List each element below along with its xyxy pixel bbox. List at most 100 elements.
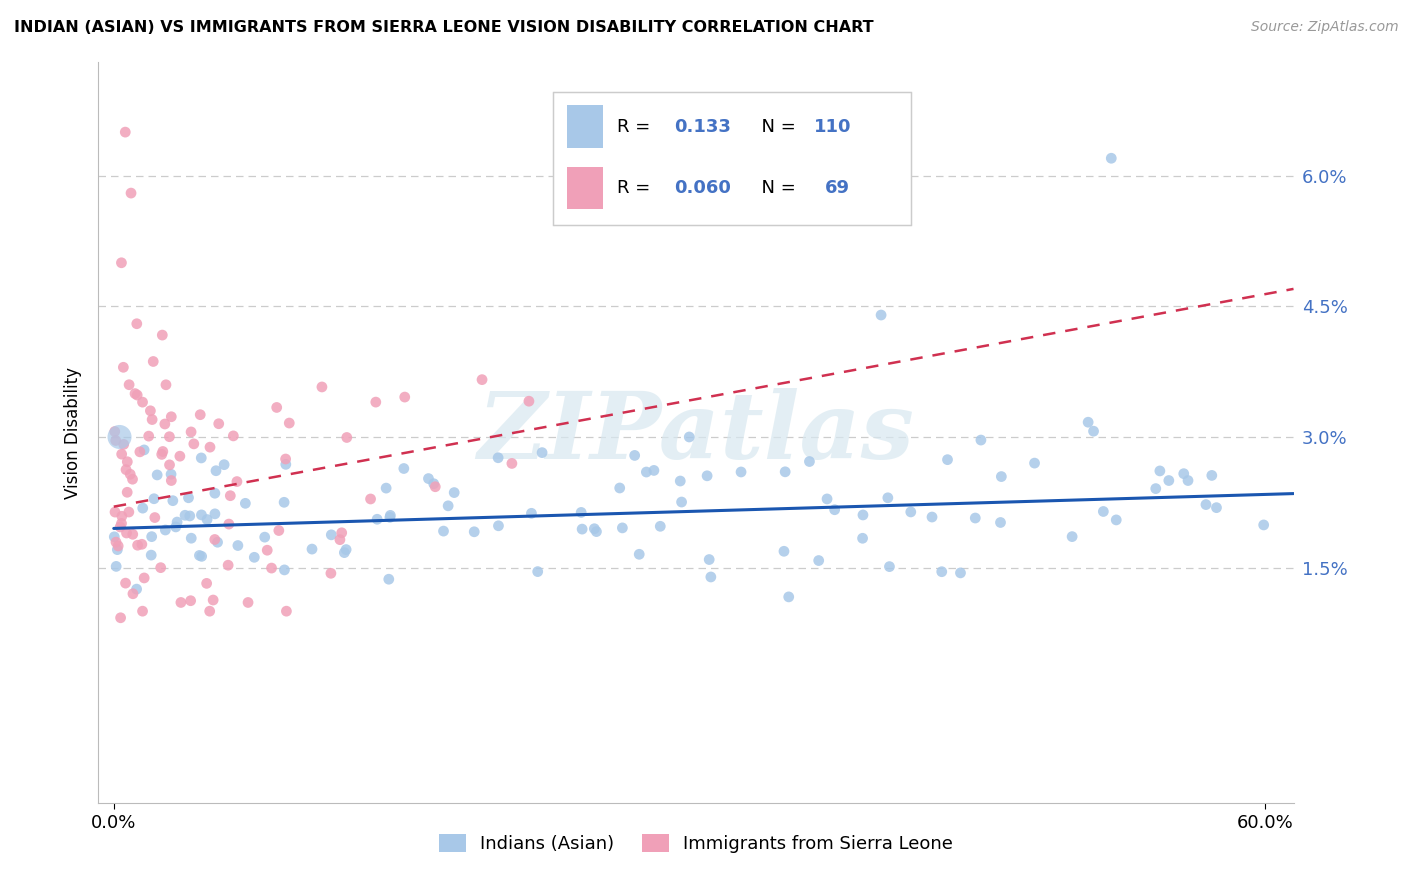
Point [204, 533, 226, 547]
Point [697, 552, 720, 566]
Point [138, 429, 160, 443]
Point [463, 524, 485, 539]
Point [900, 505, 922, 519]
Point [103, 530, 125, 544]
Point [142, 354, 165, 368]
Point [114, 125, 136, 139]
Point [700, 570, 723, 584]
Point [612, 521, 634, 535]
Point [170, 595, 193, 609]
Point [143, 491, 166, 506]
Point [260, 561, 283, 575]
Point [217, 558, 239, 573]
Point [127, 388, 149, 402]
Point [132, 501, 155, 516]
Point [333, 546, 356, 560]
Point [125, 317, 148, 331]
Point [121, 527, 143, 541]
Point [643, 463, 665, 477]
Point [202, 593, 225, 607]
Point [1144, 482, 1167, 496]
Point [104, 425, 127, 439]
Point [378, 572, 401, 586]
Point [190, 508, 212, 522]
Point [110, 516, 132, 531]
Point [824, 502, 846, 516]
Point [931, 565, 953, 579]
Point [183, 437, 205, 451]
Point [876, 491, 898, 505]
Point [278, 416, 301, 430]
Point [1149, 464, 1171, 478]
Point [378, 510, 401, 524]
Point [150, 328, 173, 343]
Point [104, 505, 127, 519]
Point [422, 476, 444, 491]
Point [105, 542, 128, 557]
Point [1083, 424, 1105, 438]
Point [569, 505, 592, 519]
Text: INDIAN (ASIAN) VS IMMIGRANTS FROM SIERRA LEONE VISION DISABILITY CORRELATION CHA: INDIAN (ASIAN) VS IMMIGRANTS FROM SIERRA… [14, 20, 873, 35]
Point [1105, 513, 1128, 527]
Point [190, 450, 212, 465]
Point [188, 408, 211, 422]
Point [212, 458, 235, 472]
Point [990, 516, 1012, 530]
Point [329, 533, 352, 547]
Point [425, 480, 447, 494]
Point [965, 511, 987, 525]
Point [1157, 474, 1180, 488]
Point [177, 491, 200, 505]
Point [180, 531, 202, 545]
Point [108, 520, 131, 534]
Point [204, 486, 226, 500]
Point [394, 390, 416, 404]
Point [128, 445, 150, 459]
Point [335, 542, 357, 557]
Point [152, 444, 174, 458]
Point [153, 417, 176, 431]
Point [730, 465, 752, 479]
Point [120, 467, 142, 482]
Point [301, 542, 323, 557]
Point [160, 409, 183, 424]
Point [1201, 468, 1223, 483]
Point [274, 458, 297, 472]
Point [650, 519, 672, 533]
Text: ZIPatlas: ZIPatlas [478, 388, 914, 477]
Point [179, 508, 201, 523]
Point [526, 565, 548, 579]
Point [636, 465, 658, 479]
Point [319, 566, 342, 581]
Point [219, 489, 242, 503]
Point [190, 549, 212, 564]
Point [110, 611, 132, 625]
Point [375, 481, 398, 495]
Point [118, 377, 141, 392]
Point [1195, 498, 1218, 512]
Point [165, 520, 187, 534]
Point [311, 380, 333, 394]
Point [471, 373, 494, 387]
Point [124, 386, 146, 401]
Point [208, 417, 231, 431]
Point [117, 455, 139, 469]
Point [253, 530, 276, 544]
Point [360, 491, 382, 506]
Legend: Indians (Asian), Immigrants from Sierra Leone: Indians (Asian), Immigrants from Sierra … [432, 827, 960, 861]
Point [364, 395, 387, 409]
Point [921, 510, 943, 524]
Point [115, 463, 138, 477]
Point [115, 485, 138, 500]
Point [851, 531, 873, 545]
Point [799, 454, 821, 468]
Point [671, 495, 693, 509]
Point [169, 449, 191, 463]
Point [155, 377, 177, 392]
Point [149, 560, 172, 574]
Point [488, 518, 510, 533]
Point [336, 430, 359, 444]
Point [104, 434, 127, 448]
Point [226, 475, 249, 489]
Point [1253, 517, 1275, 532]
